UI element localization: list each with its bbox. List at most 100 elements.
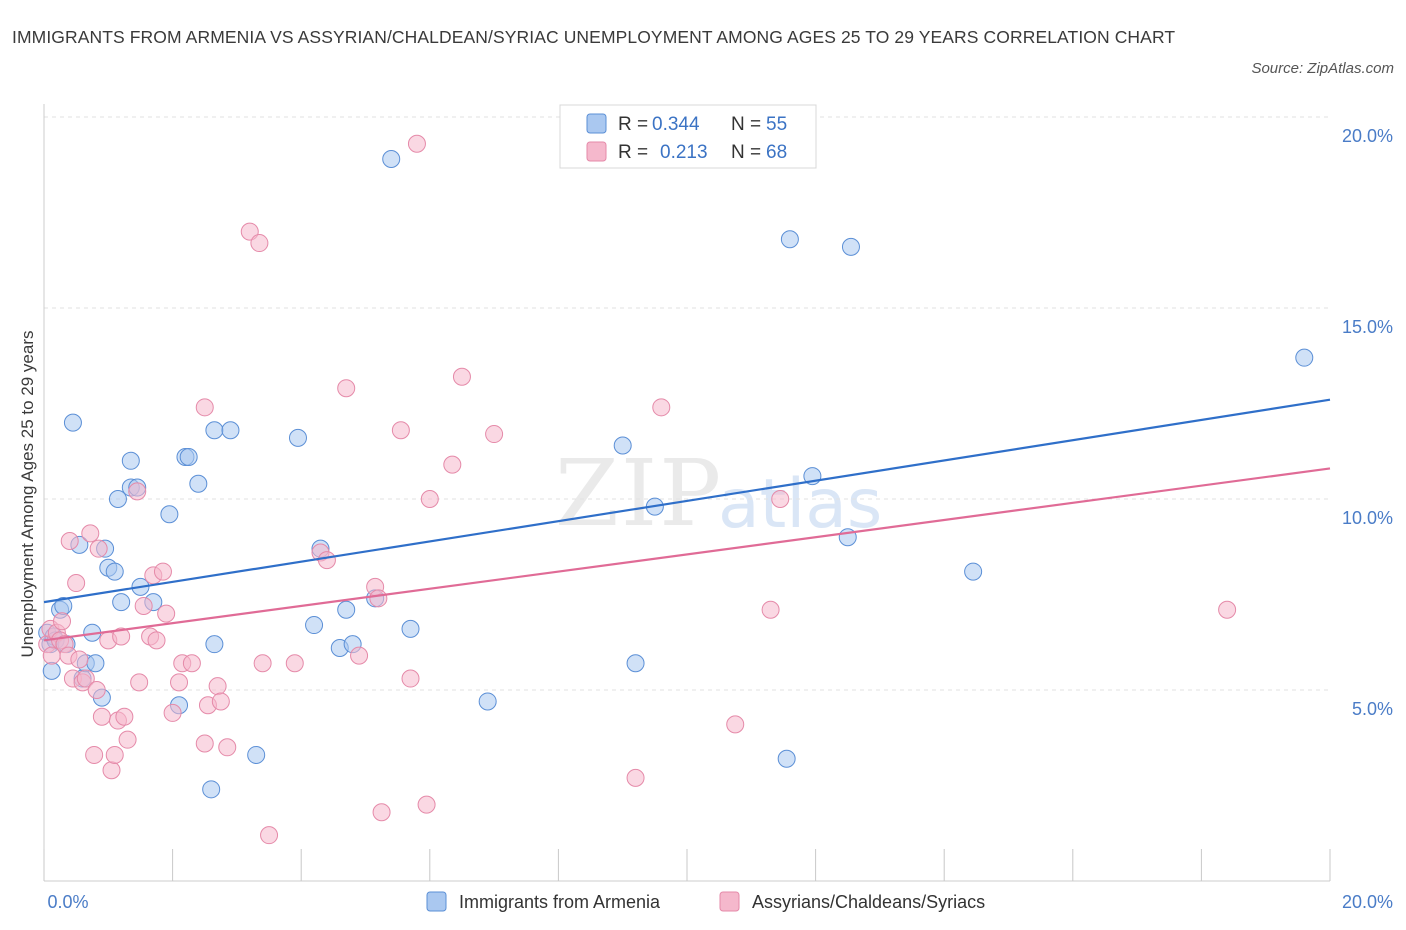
point-armenia-34 <box>247 745 266 764</box>
y-axis-label: Unemployment Among Ages 25 to 29 years <box>18 331 37 658</box>
trend-line-assyrian <box>43 467 1331 642</box>
point-armenia-2 <box>42 661 61 680</box>
point-assyrian-56 <box>391 421 410 440</box>
point-assyrian-52 <box>350 646 369 665</box>
x-axis-ticks <box>43 849 1331 881</box>
series-assyrian-points <box>38 134 1237 845</box>
point-armenia-33 <box>221 421 240 440</box>
series-legend-swatch-pink <box>719 891 740 912</box>
point-assyrian-35 <box>170 673 189 692</box>
point-armenia-17 <box>105 562 124 581</box>
point-assyrian-18 <box>92 707 111 726</box>
point-assyrian-34 <box>163 703 182 722</box>
point-armenia-13 <box>86 654 105 673</box>
stats-n-value-pink: 68 <box>766 142 787 163</box>
point-assyrian-43 <box>218 738 237 757</box>
point-armenia-32 <box>205 635 224 654</box>
x-axis-tick-labels: 0.0% 20.0% <box>47 892 1393 912</box>
point-armenia-18 <box>108 490 127 508</box>
point-assyrian-69 <box>1218 600 1237 619</box>
stats-r-value-blue: 0.344 <box>652 114 700 135</box>
point-assyrian-14 <box>81 524 100 543</box>
point-assyrian-65 <box>652 398 671 417</box>
point-assyrian-32 <box>153 562 172 581</box>
point-assyrian-48 <box>285 654 304 673</box>
point-assyrian-47 <box>260 826 279 845</box>
point-assyrian-57 <box>401 669 420 688</box>
stats-n-value-blue: 55 <box>766 114 787 135</box>
stats-r-label-blue: R = <box>618 114 648 135</box>
gridlines <box>44 116 1330 691</box>
y-tick-label-2: 15.0% <box>1342 317 1393 337</box>
point-armenia-29 <box>189 474 208 493</box>
point-assyrian-26 <box>128 482 147 501</box>
series-legend-label-armenia: Immigrants from Armenia <box>459 892 661 912</box>
y-tick-label-3: 20.0% <box>1342 126 1393 146</box>
point-assyrian-33 <box>157 604 176 623</box>
point-armenia-49 <box>780 230 799 249</box>
point-assyrian-68 <box>771 490 790 508</box>
point-assyrian-13 <box>76 669 95 688</box>
point-assyrian-8 <box>60 532 79 551</box>
point-assyrian-16 <box>87 681 106 699</box>
point-assyrian-11 <box>70 650 89 669</box>
point-armenia-53 <box>964 562 983 581</box>
point-assyrian-25 <box>118 730 137 749</box>
point-assyrian-45 <box>250 234 269 253</box>
point-assyrian-39 <box>195 398 214 417</box>
point-assyrian-58 <box>407 134 426 153</box>
point-armenia-36 <box>305 616 324 635</box>
point-assyrian-59 <box>417 795 436 814</box>
point-armenia-8 <box>63 413 82 432</box>
point-armenia-45 <box>613 436 632 455</box>
series-legend-swatch-blue <box>426 891 447 912</box>
point-assyrian-20 <box>102 761 121 780</box>
stats-n-label-blue: N = <box>731 114 761 135</box>
watermark-zip: ZIP <box>555 440 723 547</box>
point-armenia-31 <box>205 421 224 440</box>
point-assyrian-41 <box>208 677 227 696</box>
point-assyrian-17 <box>89 539 108 558</box>
point-assyrian-61 <box>443 455 462 474</box>
point-assyrian-51 <box>337 379 356 398</box>
point-armenia-20 <box>121 451 140 470</box>
point-assyrian-46 <box>253 654 272 673</box>
y-tick-label-1: 10.0% <box>1342 508 1393 528</box>
point-assyrian-66 <box>726 715 745 734</box>
point-assyrian-24 <box>115 707 134 726</box>
stats-r-label-pink: R = <box>618 142 648 163</box>
chart-title: IMMIGRANTS FROM ARMENIA VS ASSYRIAN/CHAL… <box>12 27 1176 47</box>
point-armenia-52 <box>841 237 860 256</box>
stats-legend-swatch-blue <box>586 113 607 134</box>
point-assyrian-64 <box>626 768 645 787</box>
point-assyrian-38 <box>195 734 214 753</box>
point-assyrian-62 <box>452 367 471 386</box>
point-assyrian-55 <box>372 803 391 822</box>
point-armenia-42 <box>382 150 401 169</box>
point-assyrian-37 <box>182 654 201 673</box>
source-note: Source: ZipAtlas.com <box>1251 60 1394 77</box>
point-armenia-30 <box>202 780 221 799</box>
point-assyrian-54 <box>369 589 388 608</box>
point-assyrian-15 <box>85 745 104 764</box>
point-armenia-44 <box>478 692 497 711</box>
series-legend: Immigrants from Armenia Assyrians/Chalde… <box>426 891 985 912</box>
point-assyrian-44 <box>240 222 259 241</box>
point-armenia-43 <box>401 619 420 638</box>
series-legend-label-assyrian: Assyrians/Chaldeans/Syriacs <box>752 892 985 912</box>
point-assyrian-67 <box>761 600 780 619</box>
trend-lines <box>43 398 1331 642</box>
point-assyrian-28 <box>134 596 153 615</box>
point-assyrian-60 <box>420 490 439 508</box>
stats-legend-swatch-pink <box>586 141 607 162</box>
point-armenia-19 <box>112 593 131 612</box>
stats-r-value-pink: 0.213 <box>660 142 708 163</box>
point-assyrian-23 <box>112 627 131 646</box>
x-tick-label-1: 20.0% <box>1342 892 1393 912</box>
y-axis-tick-labels: 5.0% 10.0% 15.0% 20.0% <box>1342 126 1393 719</box>
point-armenia-39 <box>337 600 356 619</box>
point-assyrian-5 <box>53 612 72 631</box>
stats-n-label-pink: N = <box>731 142 761 163</box>
trend-line-armenia <box>43 398 1331 604</box>
